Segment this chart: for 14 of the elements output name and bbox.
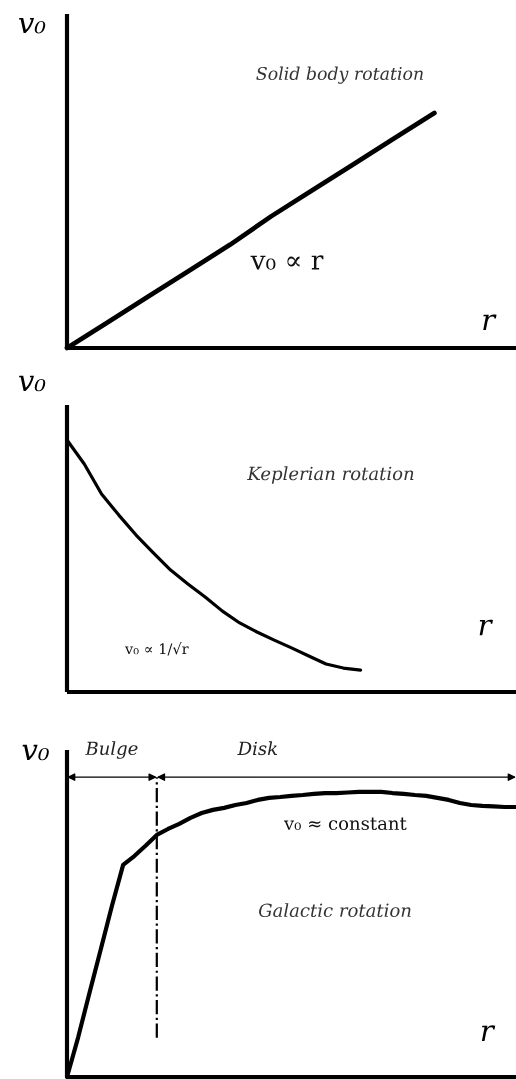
y-axis-title: v₀ bbox=[18, 375, 46, 392]
text: Bulge bbox=[85, 741, 138, 759]
annotation: v₀ ≈ constant bbox=[283, 817, 407, 831]
y-axis-title: v₀ bbox=[18, 17, 46, 34]
x-axis-title: r bbox=[481, 1025, 496, 1041]
text: Keplerian rotation bbox=[247, 466, 414, 484]
x-axis-title: r bbox=[483, 314, 497, 330]
annotation: v₀ ∝ 1/√r bbox=[124, 642, 189, 656]
annotation: v₀ ∝ r bbox=[250, 255, 324, 270]
x-axis-title: r bbox=[479, 619, 493, 636]
y-axis-title: v₀ bbox=[22, 744, 49, 761]
chart-title: Solid body rotation bbox=[256, 66, 423, 84]
text: Galactic rotation bbox=[259, 903, 411, 918]
text: Disk bbox=[237, 741, 278, 756]
